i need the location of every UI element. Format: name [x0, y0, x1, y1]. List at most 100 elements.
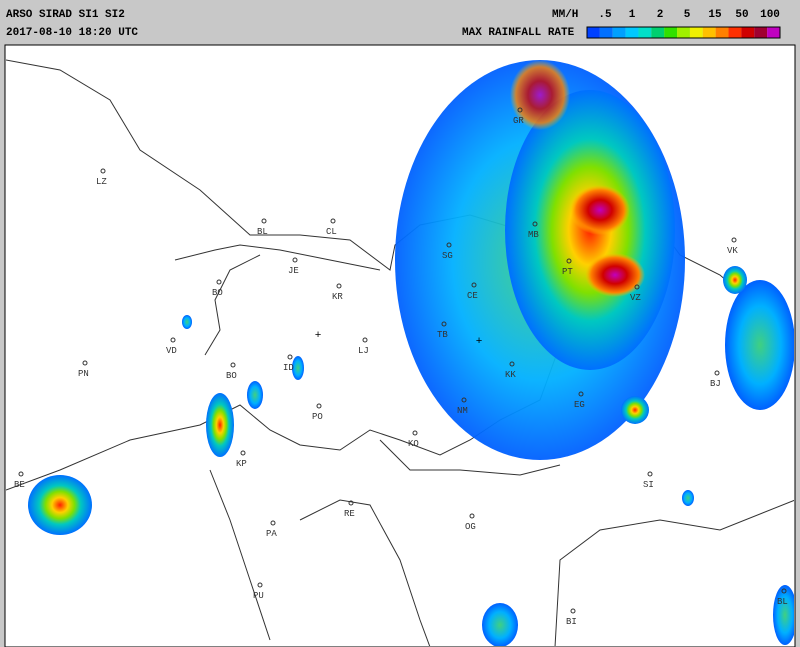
stations: LZ BL CL JE BO KR SG MB CE PT VZ TB LJ VD ID PN KK BO BJ NM…: [14, 107, 788, 627]
station-marker: [714, 370, 720, 376]
legend-label: MAX RAINFALL RATE: [462, 27, 575, 39]
station-label: BE: [14, 480, 25, 490]
station-label: MB: [528, 230, 539, 240]
scale-label: 100: [760, 9, 780, 21]
station-label: KO: [408, 439, 419, 449]
legend-swatch: [651, 27, 665, 38]
legend-swatch: [767, 27, 780, 38]
station-label: BO: [226, 371, 237, 381]
station-label: GR: [513, 116, 524, 126]
radar-site: +: [476, 336, 483, 348]
station-label: CE: [467, 291, 478, 301]
station-label: PT: [562, 267, 573, 277]
station-marker: [82, 360, 88, 366]
station-marker: [362, 337, 368, 343]
station-label: PA: [266, 529, 277, 539]
station-marker: [292, 257, 298, 263]
station-marker: [336, 283, 342, 289]
station-label: ID: [283, 363, 294, 373]
station-marker: [240, 450, 246, 456]
legend-frame: [586, 26, 781, 39]
station-label: PN: [78, 369, 89, 379]
station-marker: [731, 237, 737, 243]
station-marker: [330, 218, 336, 224]
scale-label: 1: [629, 9, 636, 21]
station-marker: [170, 337, 176, 343]
radar-site: +: [315, 330, 322, 342]
legend-swatch: [715, 27, 729, 38]
station-marker: [471, 282, 477, 288]
station-label: VZ: [630, 293, 641, 303]
station-label: CL: [326, 227, 337, 237]
station-marker: [570, 608, 576, 614]
map-frame: [4, 44, 796, 647]
station-label: VK: [727, 246, 738, 256]
station-marker: [257, 582, 263, 588]
station-marker: [446, 242, 452, 248]
station-label: PO: [312, 412, 323, 422]
scale-label: 15: [708, 9, 722, 21]
station-marker: [517, 107, 523, 113]
radar-echoes: [28, 60, 794, 646]
legend-swatch: [754, 27, 768, 38]
station-marker: [216, 279, 222, 285]
station-label: JE: [288, 266, 299, 276]
station-marker: [18, 471, 24, 477]
station-marker: [532, 221, 538, 227]
station-label: VD: [166, 346, 177, 356]
station-marker: [270, 520, 276, 526]
scale-label: .5: [598, 9, 612, 21]
legend-swatch: [689, 27, 703, 38]
station-marker: [348, 500, 354, 506]
legend-swatch: [702, 27, 716, 38]
station-marker: [287, 354, 293, 360]
station-label: NM: [457, 406, 468, 416]
scale-label: 50: [735, 9, 748, 21]
station-label: RE: [344, 509, 355, 519]
station-label: TB: [437, 330, 448, 340]
scale-label: 2: [657, 9, 664, 21]
unit: MM/H: [552, 9, 578, 21]
station-label: KK: [505, 370, 516, 380]
station-marker: [412, 430, 418, 436]
station-label: OG: [465, 522, 476, 532]
scale-label: 5: [684, 9, 691, 21]
legend-swatch: [664, 27, 678, 38]
station-label: KP: [236, 459, 247, 469]
legend-swatch: [638, 27, 652, 38]
legend-swatch: [625, 27, 639, 38]
station-marker: [441, 321, 447, 327]
legend-swatch: [599, 27, 613, 38]
station-label: BO: [212, 288, 223, 298]
station-label: BL: [257, 227, 268, 237]
station-marker: [647, 471, 653, 477]
station-label: LJ: [358, 346, 369, 356]
station-label: BI: [566, 617, 577, 627]
legend-swatch: [741, 27, 755, 38]
station-marker: [566, 258, 572, 264]
legend-swatch: [677, 27, 690, 38]
legend: .5 1 2 5 15 50 100: [586, 9, 781, 39]
legend-swatch: [728, 27, 742, 38]
timestamp: 2017-08-10 18:20 UTC: [6, 27, 138, 39]
station-marker: [230, 362, 236, 368]
station-label: BJ: [710, 379, 721, 389]
station-label: LZ: [96, 177, 107, 187]
station-label: SG: [442, 251, 453, 261]
map: LZ BL CL JE BO KR SG MB CE PT VZ TB LJ VD ID PN KK BO BJ NM…: [6, 59, 794, 646]
station-label: SI: [643, 480, 654, 490]
legend-swatch: [612, 27, 626, 38]
station-marker: [261, 218, 267, 224]
station-label: PU: [253, 591, 264, 601]
station-label: KR: [332, 292, 343, 302]
station-marker: [469, 513, 475, 519]
station-marker: [509, 361, 515, 367]
station-label: BL: [777, 597, 788, 607]
legend-swatch: [587, 27, 600, 38]
station-label: EG: [574, 400, 585, 410]
station-marker: [316, 403, 322, 409]
station-marker: [578, 391, 584, 397]
station-marker: [634, 284, 640, 290]
title: ARSO SIRAD SI1 SI2: [6, 9, 125, 21]
